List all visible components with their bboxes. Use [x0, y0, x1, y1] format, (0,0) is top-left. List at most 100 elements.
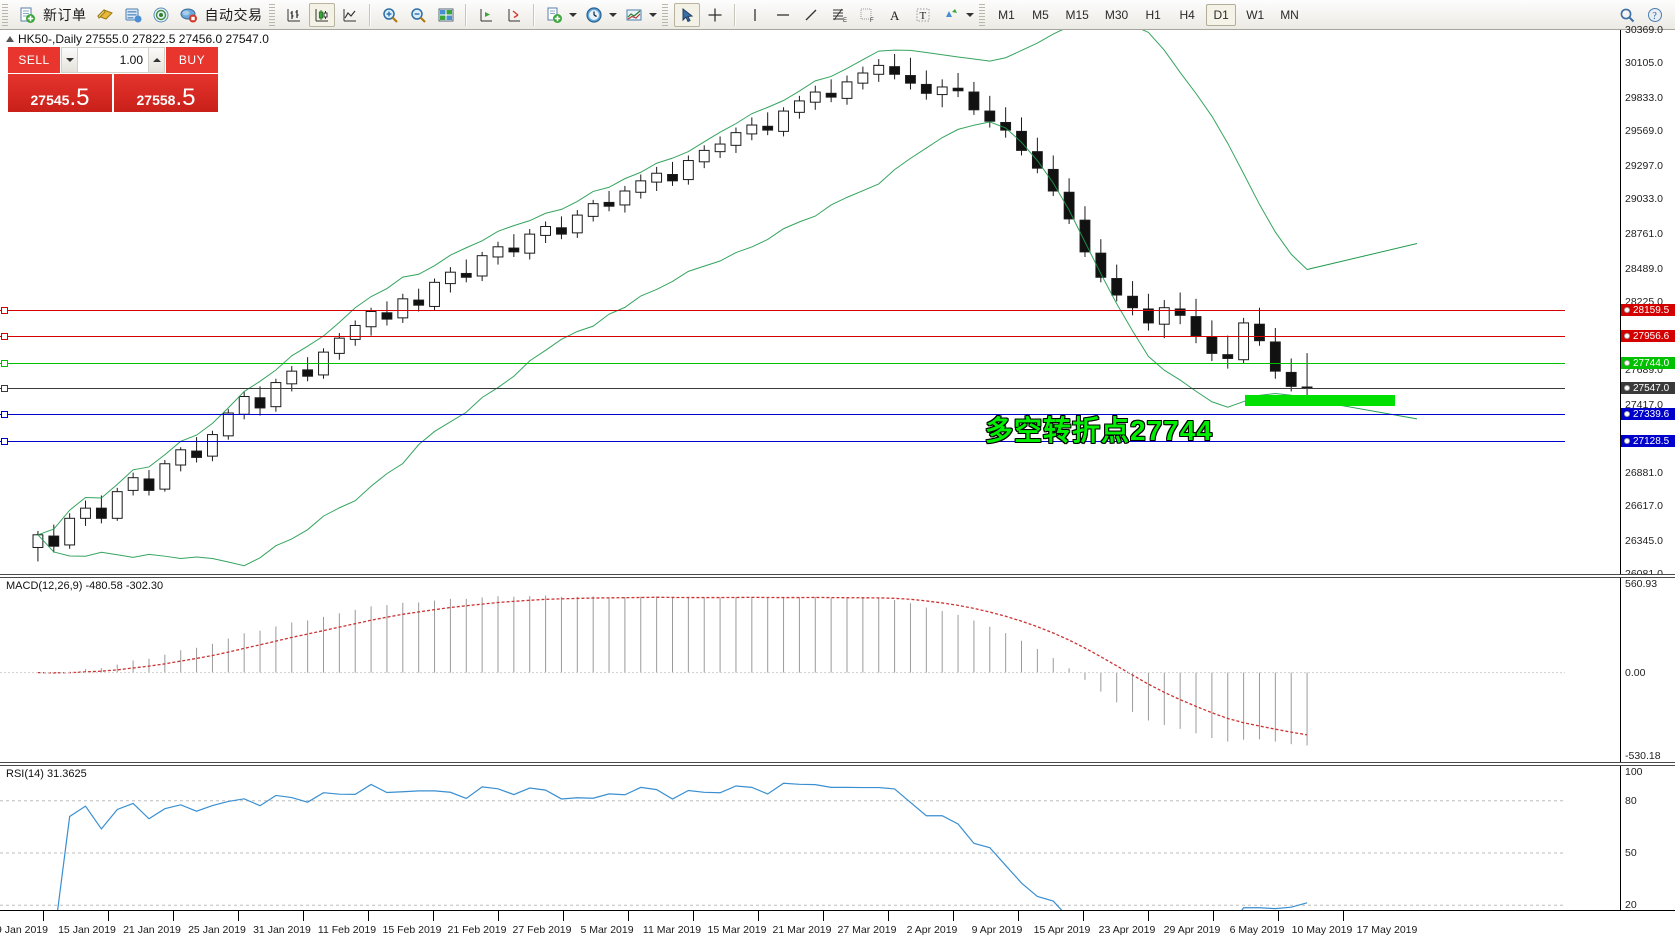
price-axis-tick: 30369.0 — [1625, 24, 1663, 36]
toolbar-grip-4[interactable] — [978, 3, 985, 26]
toolbar-grip-1[interactable] — [2, 3, 8, 26]
new-order-icon[interactable] — [14, 3, 40, 27]
autotrading-icon[interactable] — [176, 3, 202, 27]
text-icon[interactable]: T — [910, 3, 936, 27]
expert-advisors-icon[interactable] — [92, 3, 118, 27]
price-level-line[interactable] — [0, 441, 1565, 443]
timeframe-w1[interactable]: W1 — [1246, 7, 1265, 22]
chart-title: HK50-,Daily 27555.0 27822.5 27456.0 2754… — [6, 32, 269, 46]
date-axis-tick-mark — [1278, 911, 1279, 921]
price-level-badge[interactable]: 27547.0 — [1621, 382, 1675, 394]
buy-price[interactable]: 27558 .5 — [114, 74, 218, 112]
date-axis-tick-mark — [173, 911, 174, 921]
objects-icon[interactable] — [938, 3, 964, 27]
date-axis[interactable]: 9 Jan 2019 15 Jan 2019 21 Jan 2019 25 Jan 2… — [0, 910, 1675, 951]
fibonacci-icon[interactable]: E — [826, 3, 852, 27]
sell-button[interactable]: SELL — [8, 47, 60, 73]
chart-container[interactable]: 多空转折点27744 HK50-,Daily 27555.0 27822.5 2… — [0, 24, 1675, 951]
price-level-handle[interactable] — [1, 333, 8, 341]
equidistant-channel-icon[interactable]: F — [854, 3, 880, 27]
new-order-label[interactable]: 新订单 — [43, 6, 87, 23]
zoom-in-icon[interactable] — [377, 3, 403, 27]
price-level-line[interactable] — [0, 388, 1565, 389]
templates-dropdown-caret[interactable] — [648, 12, 657, 17]
rsi-axis-tick: 20 — [1625, 899, 1637, 912]
toolbar-grip-3[interactable] — [661, 3, 668, 26]
pane-divider-macd[interactable] — [0, 574, 1675, 578]
price-level-badge[interactable]: 28159.5 — [1621, 304, 1675, 317]
timeframe-m15[interactable]: M15 — [1065, 7, 1089, 22]
chart-shift-icon[interactable] — [473, 3, 499, 27]
price-level-badge[interactable]: 27744.0 — [1621, 357, 1675, 370]
price-level-handle[interactable] — [1, 438, 8, 446]
volume-value[interactable]: 1.00 — [119, 53, 143, 67]
search-icon[interactable] — [1614, 3, 1640, 27]
bar-chart-icon[interactable] — [281, 3, 307, 27]
volume-decrement-button[interactable] — [62, 48, 78, 72]
help-icon[interactable]: ? — [1642, 3, 1668, 27]
cursor-icon[interactable] — [673, 2, 700, 27]
objects-dropdown-caret[interactable] — [965, 12, 974, 17]
line-chart-icon[interactable] — [337, 3, 363, 27]
price-pane[interactable] — [0, 30, 1620, 574]
price-level-line[interactable] — [0, 310, 1565, 312]
one-click-trading-panel[interactable]: SELL 1.00 BUY 27545 .5 27558 .5 — [8, 47, 218, 112]
auto-scroll-icon[interactable] — [501, 3, 527, 27]
period-icon[interactable] — [581, 3, 607, 27]
zoom-out-icon[interactable] — [405, 3, 431, 27]
candlestick-chart-icon[interactable] — [308, 2, 335, 27]
timeframe-m30[interactable]: M30 — [1104, 7, 1129, 22]
timeframe-mn[interactable]: MN — [1280, 7, 1299, 22]
price-level-badge-text: 27547.0 — [1633, 382, 1670, 394]
trade-panel-controls: SELL 1.00 BUY — [8, 47, 218, 73]
price-level-handle[interactable] — [1, 360, 8, 368]
volume-stepper[interactable]: 1.00 — [61, 47, 165, 73]
indicators-icon[interactable] — [541, 3, 567, 27]
crosshair-icon[interactable] — [702, 3, 728, 27]
templates-icon[interactable] — [621, 3, 647, 27]
price-level-badge[interactable]: 27339.6 — [1621, 408, 1675, 421]
rsi-axis-tick: 50 — [1625, 847, 1637, 859]
price-level-handle[interactable] — [1, 307, 8, 315]
date-axis-tick: 11 Feb 2019 — [317, 924, 377, 936]
date-axis-tick-mark — [108, 911, 109, 921]
price-level-line[interactable] — [0, 336, 1565, 338]
date-axis-tick-mark — [758, 911, 759, 921]
buy-button[interactable]: BUY — [166, 47, 218, 73]
signals-icon[interactable] — [148, 3, 174, 27]
macd-pane[interactable] — [0, 578, 1620, 762]
price-axis-tick: 29297.0 — [1625, 160, 1663, 172]
period-dropdown-caret[interactable] — [608, 12, 617, 17]
indicators-dropdown-caret[interactable] — [568, 12, 577, 17]
vline-icon[interactable] — [742, 3, 768, 27]
trendline-icon[interactable] — [798, 3, 824, 27]
date-axis-tick: 29 Apr 2019 — [1163, 924, 1221, 936]
hline-icon[interactable] — [770, 3, 796, 27]
pane-divider-rsi[interactable] — [0, 762, 1675, 766]
date-axis-tick-mark — [1213, 911, 1214, 921]
price-level-line[interactable] — [0, 363, 1565, 365]
chart-collapse-arrow-icon[interactable] — [6, 36, 14, 42]
timeframe-h4[interactable]: H4 — [1179, 7, 1195, 22]
volume-increment-button[interactable] — [148, 48, 164, 72]
sell-price[interactable]: 27545 .5 — [8, 74, 112, 112]
chart-grid-icon[interactable] — [433, 3, 459, 27]
price-level-badge[interactable]: 27956.6 — [1621, 330, 1675, 343]
timeframe-m5[interactable]: M5 — [1032, 7, 1049, 22]
price-level-handle[interactable] — [1, 385, 8, 392]
price-level-handle[interactable] — [1, 411, 8, 419]
date-axis-tick-mark — [628, 911, 629, 921]
price-level-line[interactable] — [0, 414, 1565, 416]
timeframe-m1[interactable]: M1 — [998, 7, 1015, 22]
timeframe-d1[interactable]: D1 — [1206, 3, 1237, 26]
text-label-icon[interactable]: A — [882, 3, 908, 27]
toolbar-separator-3 — [532, 3, 535, 26]
timeframe-h1[interactable]: H1 — [1145, 7, 1161, 22]
date-axis-tick: 25 Jan 2019 — [188, 924, 246, 936]
toolbar-grip-2[interactable] — [268, 3, 275, 26]
macd-label: MACD(12,26,9) -480.58 -302.30 — [4, 580, 166, 592]
price-level-badge[interactable]: 27128.5 — [1621, 435, 1675, 448]
green-highlight-marker — [1245, 395, 1395, 406]
data-window-icon[interactable] — [120, 3, 146, 27]
autotrading-label[interactable]: 自动交易 — [204, 6, 263, 23]
